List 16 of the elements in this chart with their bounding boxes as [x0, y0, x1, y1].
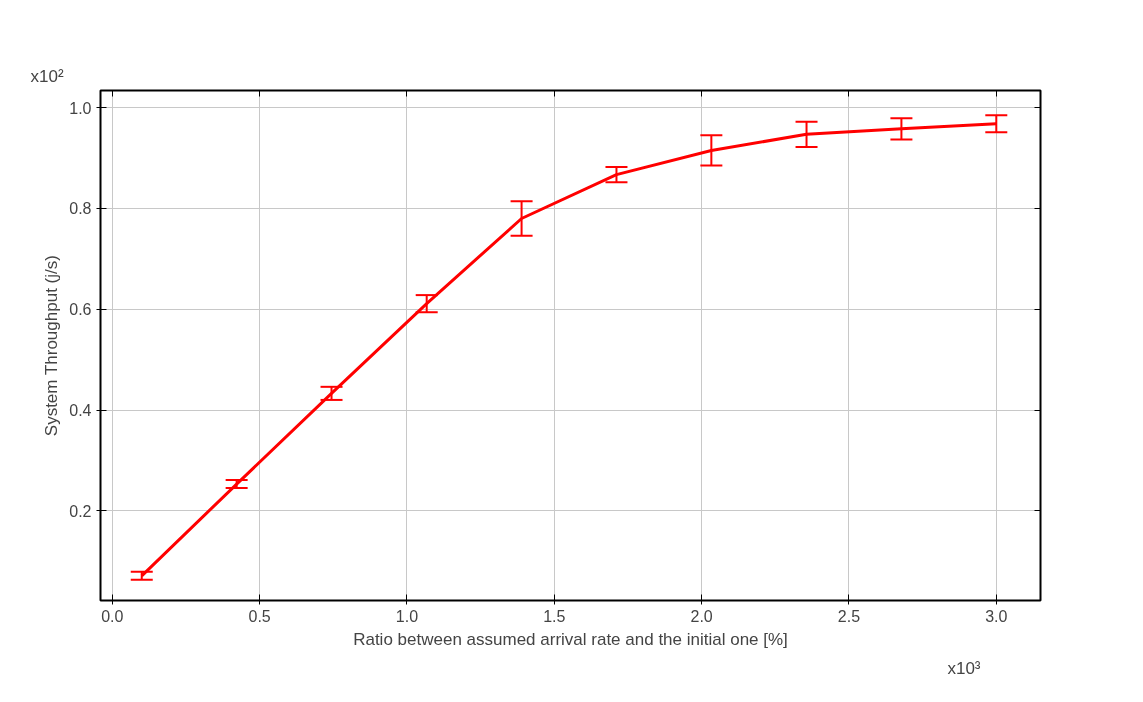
y-tick-label: 1.0 [69, 99, 92, 117]
x-tick-label: 2.5 [837, 607, 861, 625]
x-tick-label: 2.0 [690, 607, 713, 625]
text: x10² [30, 66, 64, 86]
y-tick-label: 0.6 [69, 301, 92, 319]
x-axis-title: Ratio between assumed arrival rate and the initial one [%] [353, 629, 788, 649]
x-tick-label: 1.5 [543, 607, 566, 625]
y-tick-label: 0.8 [69, 200, 92, 218]
y-tick-label: 0.2 [69, 502, 92, 520]
y-axis-title: System Throughput (j/s) [42, 255, 62, 437]
x-tick-label: 1.0 [395, 607, 419, 625]
x-tick-label: 0.0 [101, 607, 124, 625]
x-tick-label: 3.0 [985, 607, 1008, 625]
x-tick-label: 0.5 [248, 607, 271, 625]
text: x10³ [947, 658, 981, 678]
y-tick-label: 0.4 [69, 402, 92, 420]
